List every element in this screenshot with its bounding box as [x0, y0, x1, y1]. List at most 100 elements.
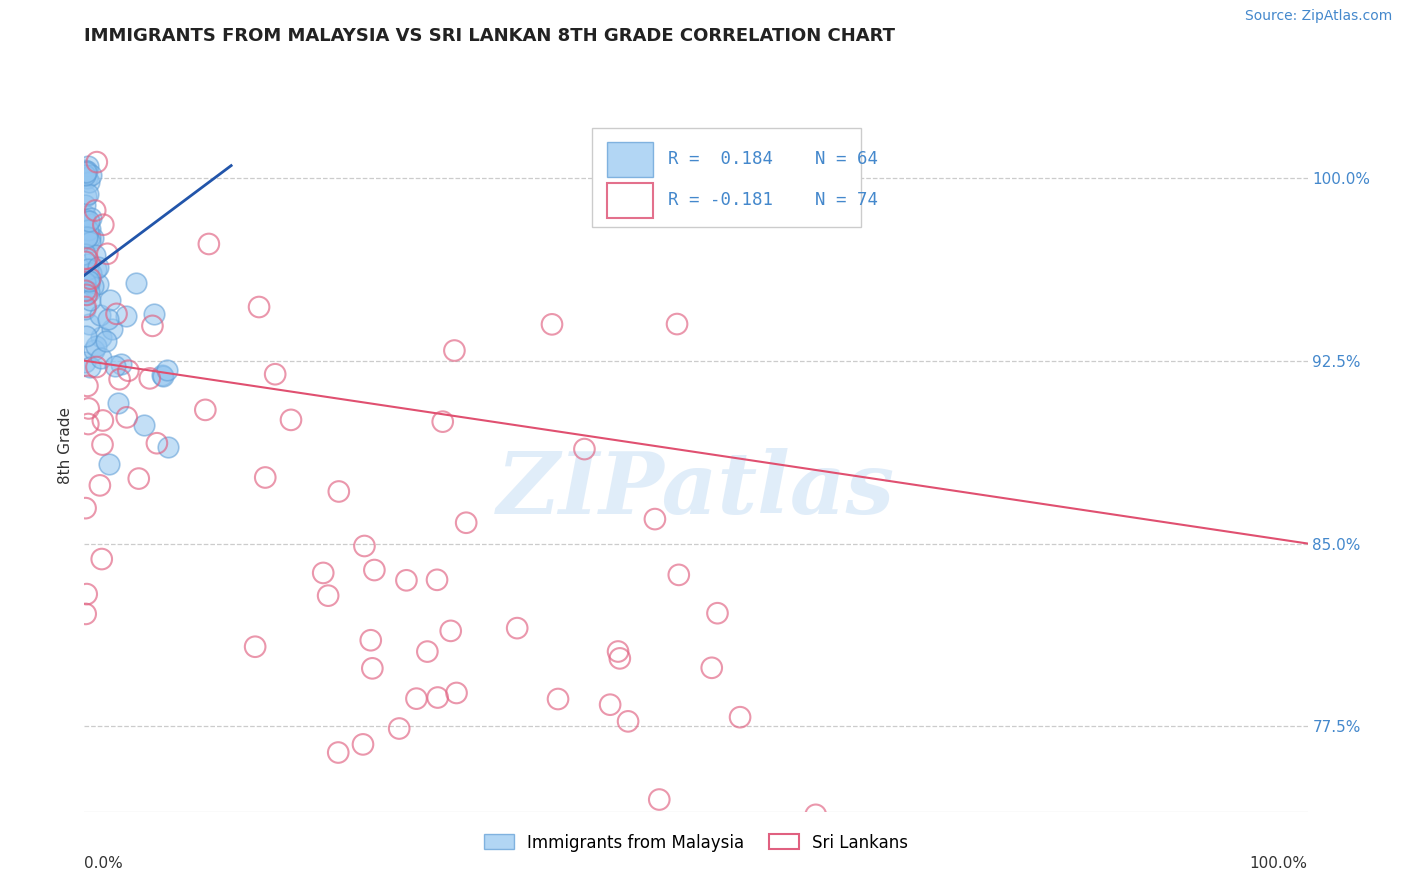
Point — [76, 379, 98, 393]
Point — [91, 413, 114, 427]
Point — [146, 436, 169, 450]
Point — [395, 574, 418, 588]
Point — [574, 442, 596, 456]
Point — [77, 187, 100, 202]
Point — [96, 247, 118, 261]
Point — [82, 231, 104, 245]
Point — [73, 214, 96, 228]
Point — [87, 260, 110, 275]
Point — [75, 286, 97, 301]
Point — [353, 539, 375, 553]
Point — [609, 651, 631, 665]
Point — [76, 288, 98, 302]
Point — [644, 512, 666, 526]
Point — [443, 343, 465, 358]
Point — [125, 276, 148, 290]
Point — [728, 710, 751, 724]
Point — [426, 573, 449, 587]
Point — [110, 357, 132, 371]
Point — [83, 343, 105, 358]
Y-axis label: 8th Grade: 8th Grade — [58, 408, 73, 484]
Point — [107, 396, 129, 410]
Point — [84, 203, 107, 218]
Point — [77, 274, 100, 288]
Point — [142, 307, 165, 321]
Point — [75, 501, 97, 516]
Point — [132, 417, 155, 432]
Point — [599, 698, 621, 712]
Point — [115, 410, 138, 425]
Point — [101, 322, 124, 336]
Point — [77, 277, 100, 291]
Point — [139, 371, 162, 385]
Point — [156, 440, 179, 454]
Point — [706, 606, 728, 620]
Point — [194, 403, 217, 417]
Point — [128, 472, 150, 486]
Point — [388, 722, 411, 736]
Point — [316, 589, 339, 603]
Point — [254, 470, 277, 484]
Point — [76, 252, 98, 266]
FancyBboxPatch shape — [606, 183, 654, 218]
Point — [405, 691, 427, 706]
Point — [79, 271, 101, 285]
Point — [82, 279, 104, 293]
Point — [84, 261, 107, 276]
Point — [73, 275, 96, 289]
Point — [117, 364, 139, 378]
Point — [73, 302, 96, 317]
Text: 0.0%: 0.0% — [84, 855, 124, 871]
Point — [75, 328, 97, 343]
Point — [73, 247, 96, 261]
Point — [75, 607, 97, 621]
Point — [666, 317, 689, 331]
Point — [86, 155, 108, 169]
Point — [89, 478, 111, 492]
Point — [150, 368, 173, 382]
Point — [79, 222, 101, 236]
Point — [97, 312, 120, 326]
Text: R =  0.184    N = 64: R = 0.184 N = 64 — [668, 150, 877, 169]
Point — [361, 661, 384, 675]
Point — [80, 266, 103, 280]
Point — [79, 359, 101, 374]
Point — [280, 413, 302, 427]
Legend: Immigrants from Malaysia, Sri Lankans: Immigrants from Malaysia, Sri Lankans — [477, 827, 915, 858]
Point — [506, 621, 529, 635]
Point — [86, 359, 108, 374]
Point — [90, 330, 112, 344]
Point — [243, 640, 266, 654]
Point — [75, 207, 97, 221]
Point — [446, 686, 468, 700]
Point — [328, 746, 350, 760]
Point — [700, 661, 723, 675]
Point — [77, 417, 100, 431]
Point — [710, 838, 733, 853]
Point — [79, 230, 101, 244]
Point — [75, 255, 97, 269]
Point — [648, 792, 671, 806]
Point — [79, 235, 101, 250]
Point — [541, 318, 564, 332]
Point — [75, 188, 97, 202]
Point — [607, 644, 630, 658]
Point — [84, 248, 107, 262]
Point — [91, 437, 114, 451]
Point — [115, 309, 138, 323]
Point — [76, 587, 98, 601]
Point — [547, 692, 569, 706]
Point — [681, 191, 703, 205]
Text: 100.0%: 100.0% — [1250, 855, 1308, 871]
Point — [90, 552, 112, 566]
Point — [76, 229, 98, 244]
Text: R = -0.181    N = 74: R = -0.181 N = 74 — [668, 191, 877, 210]
Point — [804, 807, 827, 822]
Point — [105, 307, 128, 321]
Point — [87, 277, 110, 292]
Text: ZIPatlas: ZIPatlas — [496, 448, 896, 532]
Point — [152, 369, 174, 384]
Point — [75, 284, 97, 298]
Point — [76, 223, 98, 237]
Point — [79, 214, 101, 228]
